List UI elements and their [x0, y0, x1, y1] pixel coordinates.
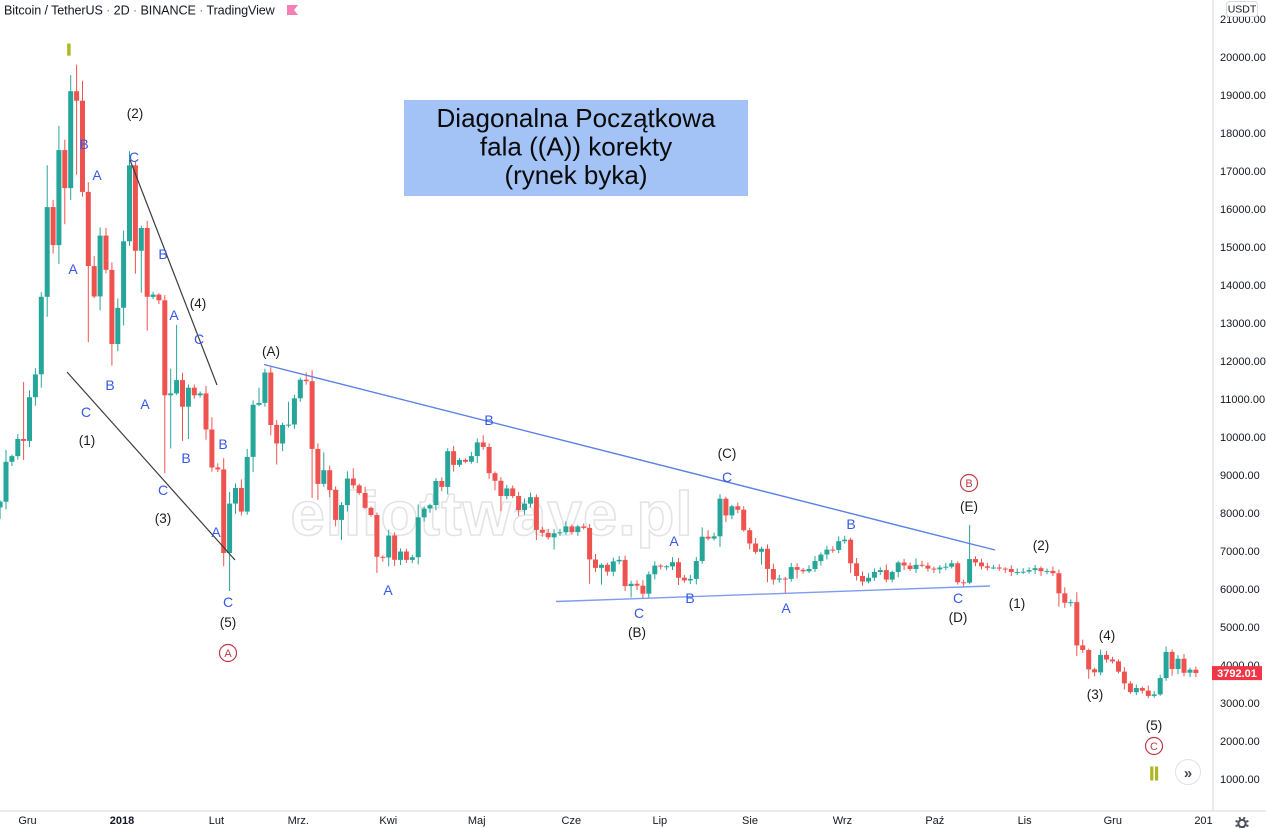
svg-text:Sie: Sie	[742, 815, 758, 827]
svg-text:3792.01: 3792.01	[1217, 668, 1257, 680]
svg-text:2000.00: 2000.00	[1220, 736, 1260, 748]
svg-text:1000.00: 1000.00	[1220, 774, 1260, 786]
svg-text:8000.00: 8000.00	[1220, 508, 1260, 520]
svg-text:A: A	[224, 648, 232, 660]
svg-text:10000.00: 10000.00	[1220, 432, 1266, 444]
svg-text:3000.00: 3000.00	[1220, 698, 1260, 710]
svg-text:Kwi: Kwi	[379, 815, 397, 827]
svg-text:7000.00: 7000.00	[1220, 546, 1260, 558]
svg-text:A: A	[211, 524, 221, 540]
svg-text:(4): (4)	[190, 296, 207, 311]
svg-text:(4): (4)	[1099, 628, 1116, 643]
svg-text:B: B	[965, 478, 972, 490]
svg-text:13000.00: 13000.00	[1220, 318, 1266, 330]
svg-text:2018: 2018	[110, 815, 134, 827]
svg-text:Gru: Gru	[1104, 815, 1122, 827]
svg-text:Lut: Lut	[209, 815, 224, 827]
svg-text:(2): (2)	[1033, 538, 1050, 553]
svg-text:Wrz: Wrz	[833, 815, 852, 827]
svg-text:Maj: Maj	[468, 815, 486, 827]
svg-text:B: B	[79, 136, 88, 152]
svg-text:11000.00: 11000.00	[1220, 394, 1265, 406]
svg-text:15000.00: 15000.00	[1220, 242, 1266, 254]
svg-text:C: C	[223, 594, 233, 610]
svg-text:20000.00: 20000.00	[1220, 52, 1266, 64]
svg-text:(B): (B)	[628, 625, 646, 640]
svg-text:C: C	[1150, 741, 1158, 753]
svg-text:A: A	[383, 582, 393, 598]
svg-text:A: A	[169, 307, 179, 323]
svg-text:B: B	[484, 412, 493, 428]
svg-text:12000.00: 12000.00	[1220, 356, 1266, 368]
svg-text:14000.00: 14000.00	[1220, 280, 1266, 292]
svg-text:Gru: Gru	[18, 815, 36, 827]
svg-text:B: B	[218, 436, 227, 452]
svg-text:(1): (1)	[1009, 596, 1026, 611]
svg-text:B: B	[846, 516, 855, 532]
svg-text:B: B	[685, 590, 694, 606]
svg-text:(D): (D)	[949, 610, 968, 625]
svg-text:C: C	[722, 469, 732, 485]
svg-text:Lip: Lip	[652, 815, 667, 827]
svg-text:C: C	[634, 605, 644, 621]
svg-text:Bitcoin / TetherUS · 2D · BINA: Bitcoin / TetherUS · 2D · BINANCE · Trad…	[4, 4, 276, 18]
svg-text:Paź: Paź	[925, 815, 944, 827]
svg-text:(5): (5)	[1146, 718, 1163, 733]
svg-text:(A): (A)	[262, 344, 280, 359]
svg-text:(E): (E)	[960, 499, 978, 514]
svg-text:B: B	[158, 246, 167, 262]
svg-text:A: A	[669, 533, 679, 549]
svg-text:B: B	[181, 450, 190, 466]
svg-text:9000.00: 9000.00	[1220, 470, 1260, 482]
svg-text:Lis: Lis	[1018, 815, 1033, 827]
svg-text:17000.00: 17000.00	[1220, 166, 1266, 178]
svg-text:(C): (C)	[718, 446, 737, 461]
svg-text:6000.00: 6000.00	[1220, 584, 1260, 596]
svg-text:Cze: Cze	[562, 815, 582, 827]
svg-text:A: A	[68, 261, 78, 277]
svg-text:(3): (3)	[155, 511, 172, 526]
svg-text:A: A	[140, 396, 150, 412]
svg-text:Mrz.: Mrz.	[288, 815, 309, 827]
svg-text:fala ((A)) korekty: fala ((A)) korekty	[480, 132, 672, 162]
svg-text:C: C	[81, 404, 91, 420]
svg-text:5000.00: 5000.00	[1220, 622, 1260, 634]
svg-text:C: C	[194, 331, 204, 347]
svg-text:Diagonalna Początkowa: Diagonalna Początkowa	[437, 103, 716, 133]
svg-text:(rynek byka): (rynek byka)	[504, 160, 647, 190]
svg-text:201: 201	[1194, 815, 1212, 827]
svg-text:B: B	[105, 377, 114, 393]
svg-text:A: A	[92, 167, 102, 183]
svg-text:(5): (5)	[220, 615, 237, 630]
svg-text:(3): (3)	[1087, 687, 1104, 702]
svg-text:C: C	[158, 482, 168, 498]
svg-text:(2): (2)	[127, 106, 144, 121]
svg-text:19000.00: 19000.00	[1220, 90, 1266, 102]
svg-text:USDT: USDT	[1228, 4, 1257, 16]
svg-text:(1): (1)	[79, 433, 96, 448]
svg-text:16000.00: 16000.00	[1220, 204, 1266, 216]
svg-text:A: A	[781, 600, 791, 616]
svg-text:18000.00: 18000.00	[1220, 128, 1266, 140]
svg-text:C: C	[129, 149, 139, 165]
svg-text:C: C	[953, 590, 963, 606]
svg-text:elliottwave.pl: elliottwave.pl	[290, 480, 693, 549]
svg-text:»: »	[1184, 765, 1192, 782]
